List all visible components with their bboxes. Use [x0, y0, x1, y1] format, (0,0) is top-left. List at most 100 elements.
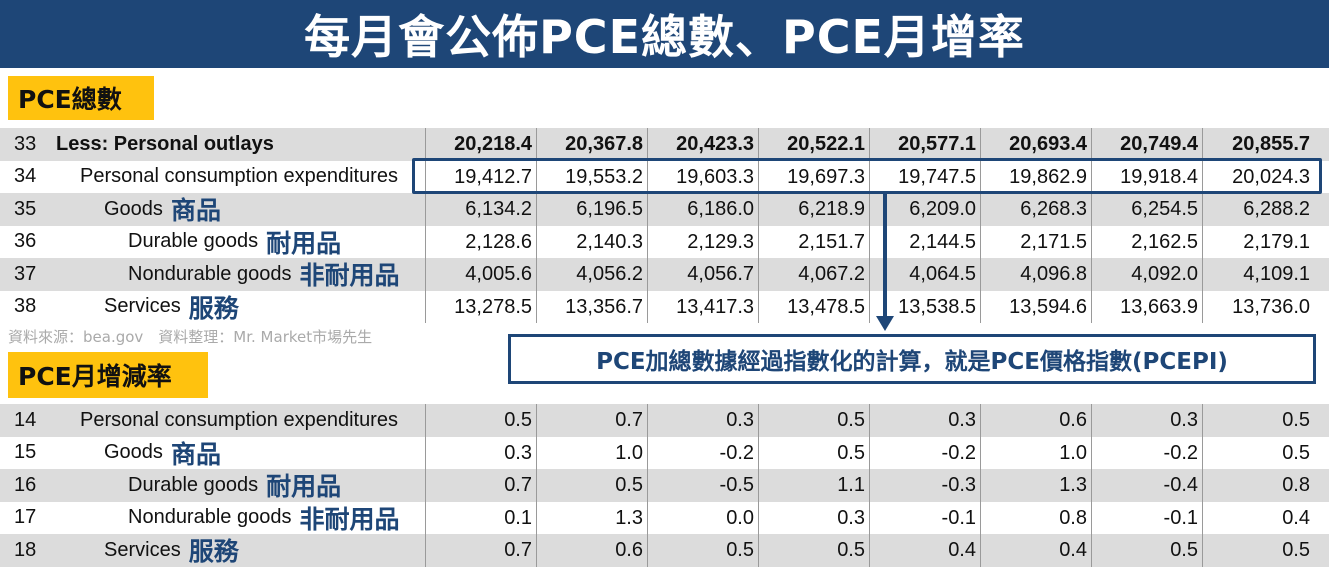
column-divider — [980, 128, 981, 323]
table-cell: 6,254.5 — [1131, 198, 1198, 220]
table-cell: 0.5 — [837, 441, 865, 464]
column-divider — [647, 404, 648, 567]
row-number: 15 — [14, 441, 37, 464]
table-cell: 13,736.0 — [1232, 295, 1310, 318]
column-divider — [536, 404, 537, 567]
column-divider — [1202, 404, 1203, 567]
row-label-zh: 服務 — [188, 537, 239, 567]
table-cell: 0.8 — [1059, 506, 1087, 529]
column-divider — [758, 404, 759, 567]
table-cell: 0.6 — [615, 539, 643, 561]
row-number: 33 — [14, 132, 37, 155]
row-label: Services 服務 — [104, 291, 239, 324]
table-cell: 0.4 — [1059, 539, 1087, 561]
table-cell: 6,134.2 — [465, 198, 532, 220]
table-cell: 19,553.2 — [565, 165, 643, 188]
row-label-en: Goods — [104, 441, 163, 464]
table-row: 16 Durable goods 耐用品 0.7 0.5 -0.5 1.1 -0.3 1.3 -0… — [0, 469, 1329, 502]
row-number: 16 — [14, 473, 37, 496]
row-number: 37 — [14, 262, 37, 285]
table-cell: 0.7 — [615, 409, 643, 431]
table-cell: 13,417.3 — [676, 295, 754, 318]
row-label-zh: 耐用品 — [266, 228, 342, 258]
row-number: 36 — [14, 230, 37, 253]
arrow-shaft — [883, 194, 887, 318]
table-cell: 2,140.3 — [576, 230, 643, 253]
table-cell: 4,092.0 — [1131, 263, 1198, 285]
table-cell: 20,749.4 — [1120, 133, 1198, 155]
table-cell: 4,056.2 — [576, 263, 643, 285]
table-cell: 2,179.1 — [1243, 230, 1310, 253]
table-cell: 1.0 — [1059, 441, 1087, 464]
table-row: 18 Services 服務 0.7 0.6 0.5 0.5 0.4 0.4 0.5 0.5 — [0, 534, 1329, 567]
pce-monthly-change-table: 14 Personal consumption expenditures 0.5 0.… — [0, 404, 1329, 570]
table-row: 37 Nondurable goods 非耐用品 4,005.6 4,056.2 4,05… — [0, 258, 1329, 291]
table-cell: 20,522.1 — [787, 133, 865, 155]
table-cell: 0.6 — [1059, 409, 1087, 431]
row-label: Personal consumption expenditures — [80, 404, 398, 437]
table-cell: 13,278.5 — [454, 295, 532, 318]
row-number: 38 — [14, 295, 37, 318]
table-cell: 13,594.6 — [1009, 295, 1087, 318]
table-cell: -0.2 — [941, 441, 976, 464]
row-label-zh: 商品 — [170, 439, 221, 469]
row-label-en: Durable goods — [128, 473, 259, 496]
table-cell: -0.4 — [1163, 474, 1198, 496]
table-cell: 2,151.7 — [798, 230, 865, 253]
table-cell: 4,096.8 — [1020, 263, 1087, 285]
table-cell: 6,218.9 — [798, 198, 865, 220]
table-cell: 0.3 — [504, 441, 532, 464]
row-label-en: Goods — [104, 197, 163, 220]
table-cell: 0.5 — [1282, 409, 1310, 431]
table-cell: 4,005.6 — [465, 263, 532, 285]
source-note: 資料來源：bea.gov 資料整理：Mr. Market市場先生 — [8, 328, 373, 346]
row-label-zh: 服務 — [188, 293, 239, 323]
table-cell: 0.3 — [1170, 409, 1198, 431]
table-cell: 0.3 — [726, 409, 754, 431]
table-cell: 6,209.0 — [909, 198, 976, 220]
row-label-en: Personal consumption expenditures — [80, 165, 398, 188]
table-cell: 0.5 — [1282, 539, 1310, 561]
callout-pcepi: PCE加總數據經過指數化的計算，就是PCE價格指數(PCEPI) — [508, 334, 1316, 384]
row-label: Nondurable goods 非耐用品 — [128, 258, 399, 291]
table-cell: 20,693.4 — [1009, 133, 1087, 155]
table-cell: 20,024.3 — [1232, 165, 1310, 188]
table-cell: 2,144.5 — [909, 230, 976, 253]
table-cell: 2,129.3 — [687, 230, 754, 253]
table-cell: 0.7 — [504, 539, 532, 561]
table-cell: 13,478.5 — [787, 295, 865, 318]
section-label-pce-total: PCE總數 — [8, 76, 154, 120]
table-row: 36 Durable goods 耐用品 2,128.6 2,140.3 2,129.3 2… — [0, 226, 1329, 259]
table-cell: -0.3 — [941, 474, 976, 496]
table-cell: 0.3 — [948, 409, 976, 431]
table-cell: 1.0 — [615, 441, 643, 464]
row-label-en: Less: Personal outlays — [56, 132, 274, 155]
table-cell: 0.8 — [1282, 474, 1310, 496]
row-label: Personal consumption expenditures — [80, 161, 398, 194]
row-label-en: Services — [104, 538, 181, 561]
table-cell: 0.5 — [726, 539, 754, 561]
section-label-pce-monthly-change: PCE月增減率 — [8, 352, 208, 398]
table-cell: 4,064.5 — [909, 263, 976, 285]
table-cell: 2,128.6 — [465, 230, 532, 253]
table-cell: -0.1 — [941, 506, 976, 529]
pce-total-table: 33 Less: Personal outlays 20,218.4 20,367.8… — [0, 128, 1329, 324]
table-cell: 0.0 — [726, 506, 754, 529]
table-cell: 20,577.1 — [898, 133, 976, 155]
column-divider — [980, 404, 981, 567]
table-cell: 19,412.7 — [454, 165, 532, 188]
row-label-en: Nondurable goods — [128, 262, 292, 285]
row-number: 17 — [14, 506, 37, 529]
table-cell: 0.3 — [837, 506, 865, 529]
table-cell: 13,538.5 — [898, 295, 976, 318]
row-label: Goods 商品 — [104, 437, 221, 470]
table-cell: 4,067.2 — [798, 263, 865, 285]
table-cell: 13,663.9 — [1120, 295, 1198, 318]
table-cell: 20,218.4 — [454, 133, 532, 155]
table-cell: 19,697.3 — [787, 165, 865, 188]
table-cell: -0.2 — [1163, 441, 1198, 464]
row-label: Durable goods 耐用品 — [128, 469, 341, 502]
table-row: 14 Personal consumption expenditures 0.5 0.… — [0, 404, 1329, 437]
column-divider — [758, 128, 759, 323]
table-cell: 1.3 — [615, 506, 643, 529]
